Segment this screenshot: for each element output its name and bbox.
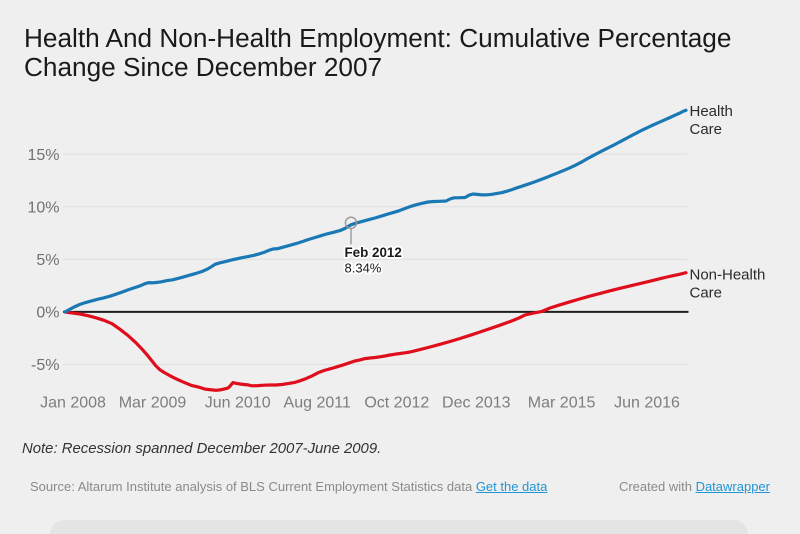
svg-text:-5%: -5% <box>31 357 59 374</box>
svg-text:Mar 2009: Mar 2009 <box>119 395 187 412</box>
svg-text:Oct 2012: Oct 2012 <box>364 395 429 412</box>
svg-text:15%: 15% <box>27 147 59 164</box>
svg-text:Care: Care <box>690 121 723 138</box>
svg-text:Jun 2016: Jun 2016 <box>614 395 680 412</box>
svg-text:10%: 10% <box>27 199 59 216</box>
svg-text:Feb 2012: Feb 2012 <box>345 245 402 260</box>
svg-text:Non-Health: Non-Health <box>690 267 766 284</box>
svg-text:Aug 2011: Aug 2011 <box>284 395 351 412</box>
svg-text:Jan 2008: Jan 2008 <box>40 395 106 412</box>
svg-text:Dec 2013: Dec 2013 <box>442 395 511 412</box>
svg-text:5%: 5% <box>36 252 59 269</box>
svg-text:Jun 2010: Jun 2010 <box>205 395 271 412</box>
svg-text:0%: 0% <box>36 305 59 322</box>
svg-text:Care: Care <box>690 285 723 302</box>
svg-text:Health: Health <box>690 103 733 120</box>
svg-text:8.34%: 8.34% <box>345 261 382 276</box>
svg-text:Mar 2015: Mar 2015 <box>528 395 596 412</box>
